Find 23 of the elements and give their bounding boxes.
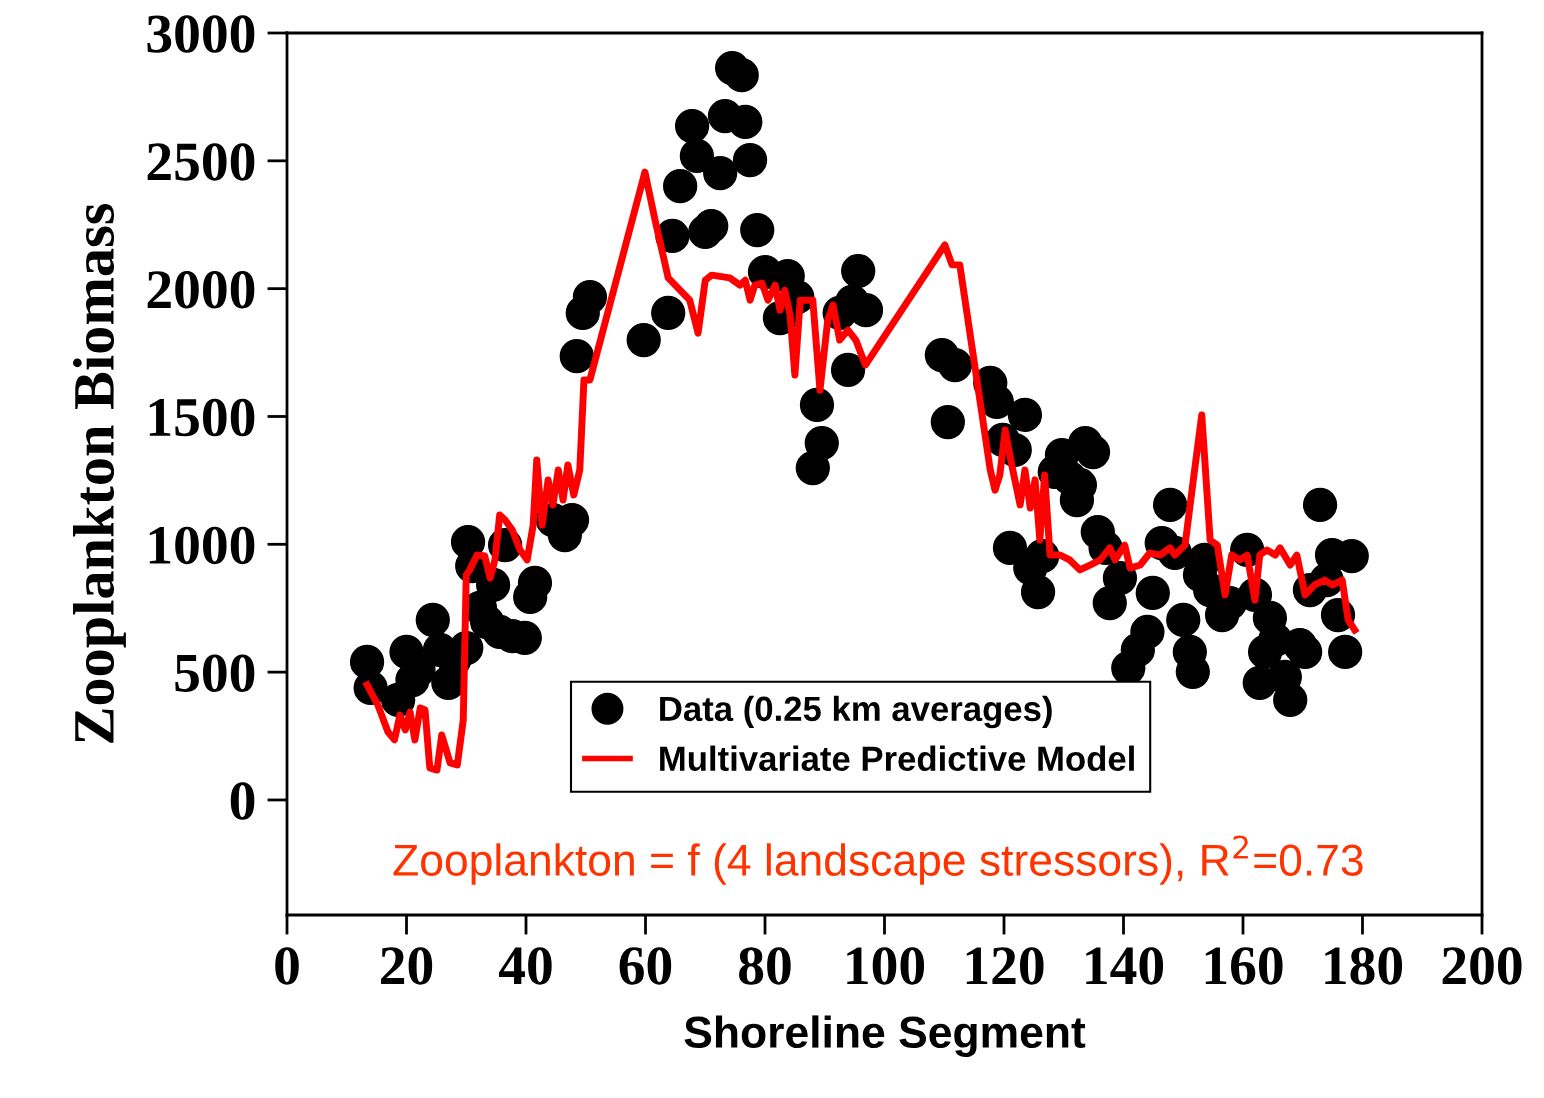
y-tick-label: 500 — [175, 654, 255, 692]
x-tick-label: 20 — [381, 947, 433, 985]
x-tick-label: 120 — [966, 947, 1044, 985]
y-tick-label: 1500 — [149, 398, 255, 437]
y-tick-label: 3000 — [147, 15, 255, 53]
x-tick-label: 140 — [1086, 947, 1164, 985]
y-tick-label: 2000 — [147, 270, 255, 309]
y-tick-label: 2500 — [147, 143, 255, 181]
x-tick-label: 80 — [739, 947, 791, 985]
legend-label: Multivariate Predictive Model — [660, 745, 1134, 772]
x-tick-label: 100 — [847, 947, 925, 985]
x-tick-label: 60 — [619, 947, 672, 985]
annotation: Zooplankton = f (4 landscape stressors), R$^{2}$=0.73 — [393, 835, 1363, 885]
y-tick-label: 1000 — [149, 526, 255, 565]
y-axis-title: Zooplankton Biomass — [72, 203, 126, 743]
x-tick-label: 180 — [1325, 947, 1403, 985]
x-tick-label: 160 — [1205, 947, 1283, 985]
x-tick-label: 0 — [275, 947, 299, 985]
y-tick-label: 0 — [230, 782, 255, 820]
x-axis-title: Shoreline Segment — [684, 1015, 1086, 1058]
x-tick-label: 200 — [1442, 947, 1522, 985]
x-tick-label: 40 — [498, 947, 552, 985]
legend-label: Data (0.25 km averages) — [660, 695, 1052, 729]
